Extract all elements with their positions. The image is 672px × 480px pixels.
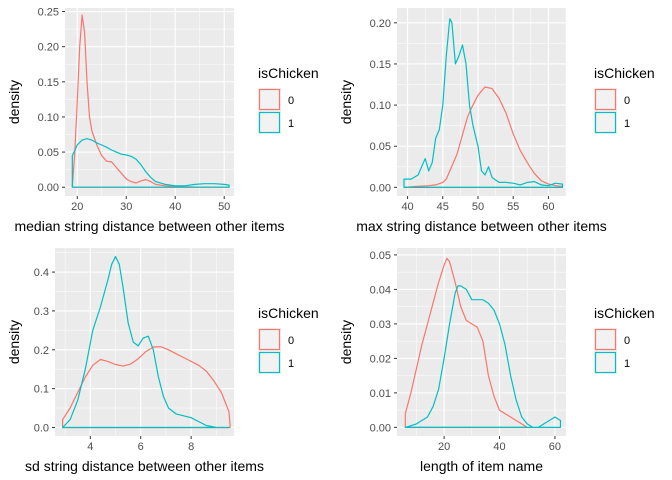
panel-4: 20 40 60 0.00 0.01 0.02 0.03 0.04 0.05 length of … xyxy=(338,248,655,474)
y-tick-label: 0.3 xyxy=(34,306,49,318)
y-tick-label: 0.01 xyxy=(370,388,391,400)
legend-key-background xyxy=(594,111,617,134)
legend-key-background xyxy=(594,88,617,111)
y-tick-label: 0.0 xyxy=(34,422,49,434)
legend-key-background xyxy=(258,111,281,134)
x-tick-label: 6 xyxy=(138,441,144,453)
legend-label-0: 0 xyxy=(288,335,294,347)
y-tick-label: 0.2 xyxy=(34,345,49,357)
y-tick-label: 0.00 xyxy=(370,422,391,434)
y-axis-label: density xyxy=(338,320,354,364)
legend-label-1: 1 xyxy=(624,118,630,130)
legend-key-background xyxy=(258,88,281,111)
x-tick-label: 45 xyxy=(437,201,449,213)
x-axis-label: sd string distance between other items xyxy=(25,458,264,474)
panel-3: 4 6 8 0.0 0.1 0.2 0.3 0.4 sd string distance bet… xyxy=(6,248,319,474)
y-tick-label: 0.20 xyxy=(38,42,59,54)
legend-key-background xyxy=(258,351,281,374)
legend-key-0 xyxy=(594,88,617,111)
legend-title: isChicken xyxy=(258,305,319,321)
y-axis-label: density xyxy=(6,320,22,364)
y-tick-label: 0.10 xyxy=(38,112,59,124)
panel-background xyxy=(397,248,566,436)
density-series-0 xyxy=(403,86,564,188)
legend-key-1 xyxy=(594,351,617,374)
legend: isChicken 0 1 xyxy=(258,65,319,134)
legend-label-1: 1 xyxy=(624,358,630,370)
x-tick-label: 60 xyxy=(542,201,554,213)
legend-key-1 xyxy=(258,111,281,134)
legend-title: isChicken xyxy=(594,65,655,81)
x-tick-label: 30 xyxy=(120,201,132,213)
legend: isChicken 0 1 xyxy=(258,305,319,374)
y-tick-label: 0.00 xyxy=(38,182,59,194)
x-tick-label: 8 xyxy=(188,441,194,453)
y-tick-label: 0.25 xyxy=(38,7,59,19)
legend-label-0: 0 xyxy=(624,95,630,107)
y-tick-label: 0.04 xyxy=(370,284,391,296)
legend-key-0 xyxy=(594,328,617,351)
x-tick-label: 40 xyxy=(169,201,181,213)
legend-title: isChicken xyxy=(258,65,319,81)
legend-key-background xyxy=(594,351,617,374)
legend-label-0: 0 xyxy=(624,335,630,347)
x-tick-label: 60 xyxy=(549,441,561,453)
y-tick-label: 0.4 xyxy=(34,267,49,279)
y-tick-label: 0.1 xyxy=(34,384,49,396)
legend: isChicken 0 1 xyxy=(594,65,655,134)
y-tick-label: 0.10 xyxy=(370,100,391,112)
y-tick-label: 0.05 xyxy=(370,141,391,153)
density-series-0 xyxy=(404,257,528,428)
y-tick-label: 0.20 xyxy=(370,18,391,30)
legend-key-1 xyxy=(258,351,281,374)
y-axis-label: density xyxy=(6,80,22,124)
y-tick-label: 0.00 xyxy=(370,182,391,194)
y-tick-label: 0.02 xyxy=(370,353,391,365)
legend-key-1 xyxy=(594,111,617,134)
x-tick-label: 4 xyxy=(87,441,93,453)
x-axis-label: max string distance between other items xyxy=(356,218,607,234)
legend-key-background xyxy=(594,328,617,351)
density-series-0 xyxy=(71,14,230,188)
legend-title: isChicken xyxy=(594,305,655,321)
x-tick-label: 20 xyxy=(438,441,450,453)
x-tick-label: 55 xyxy=(507,201,519,213)
density-series-1 xyxy=(61,255,230,429)
legend-label-1: 1 xyxy=(288,358,294,370)
x-tick-label: 40 xyxy=(493,441,505,453)
legend-label-0: 0 xyxy=(288,95,294,107)
y-tick-label: 0.15 xyxy=(370,59,391,71)
density-series-1 xyxy=(404,285,562,428)
legend: isChicken 0 1 xyxy=(594,305,655,374)
x-tick-label: 20 xyxy=(71,201,83,213)
y-tick-label: 0.15 xyxy=(38,77,59,89)
x-tick-label: 50 xyxy=(472,201,484,213)
panel-background xyxy=(55,248,234,436)
y-tick-label: 0.05 xyxy=(370,250,391,262)
panel-2: 40 45 50 55 60 0.00 0.05 0.10 0.15 0.20 max string… xyxy=(338,8,655,234)
legend-key-background xyxy=(258,328,281,351)
y-tick-label: 0.03 xyxy=(370,319,391,331)
density-series-1 xyxy=(71,138,230,188)
x-tick-label: 40 xyxy=(401,201,413,213)
density-series-1 xyxy=(403,18,564,188)
x-tick-label: 50 xyxy=(218,201,230,213)
y-tick-label: 0.05 xyxy=(38,147,59,159)
density-series-0 xyxy=(61,346,231,429)
panel-1: 20 30 40 50 0.00 0.05 0.10 0.15 0.20 0.25 median s… xyxy=(6,7,319,234)
x-axis-label: median string distance between other ite… xyxy=(14,218,284,234)
panel-background xyxy=(65,8,234,196)
x-axis-label: length of item name xyxy=(420,458,543,474)
legend-key-0 xyxy=(258,328,281,351)
legend-key-0 xyxy=(258,88,281,111)
y-axis-label: density xyxy=(338,80,354,124)
legend-label-1: 1 xyxy=(288,118,294,130)
